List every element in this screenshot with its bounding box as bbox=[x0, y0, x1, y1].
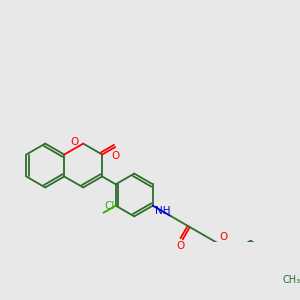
Text: NH: NH bbox=[155, 206, 170, 216]
Text: O: O bbox=[112, 152, 120, 161]
Text: O: O bbox=[70, 137, 78, 147]
Text: Cl: Cl bbox=[104, 201, 115, 211]
Text: O: O bbox=[220, 232, 228, 242]
Text: O: O bbox=[176, 241, 185, 251]
Text: CH₃: CH₃ bbox=[283, 275, 300, 285]
